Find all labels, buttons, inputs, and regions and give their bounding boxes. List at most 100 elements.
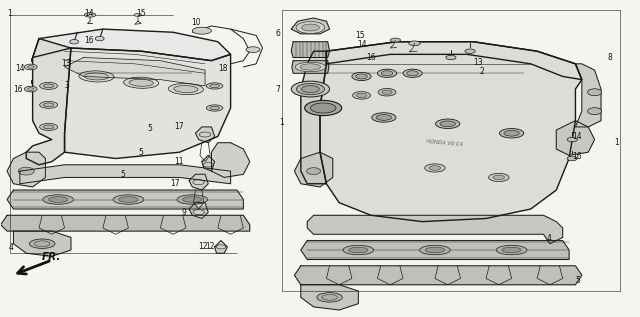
Text: 17: 17: [171, 179, 180, 188]
Ellipse shape: [353, 92, 371, 99]
Ellipse shape: [504, 130, 519, 136]
Polygon shape: [291, 42, 330, 57]
Polygon shape: [556, 121, 595, 155]
Ellipse shape: [206, 105, 223, 111]
Ellipse shape: [425, 164, 445, 172]
Ellipse shape: [295, 62, 326, 72]
Text: 16: 16: [13, 85, 23, 94]
Ellipse shape: [567, 156, 577, 161]
Ellipse shape: [407, 71, 419, 76]
Polygon shape: [202, 155, 214, 171]
Ellipse shape: [301, 24, 319, 31]
Text: 9: 9: [181, 208, 186, 217]
Ellipse shape: [409, 41, 420, 46]
Ellipse shape: [496, 245, 527, 255]
Text: 1: 1: [7, 9, 12, 18]
Ellipse shape: [305, 100, 342, 116]
Ellipse shape: [129, 79, 154, 86]
Text: 4: 4: [547, 235, 552, 243]
Ellipse shape: [44, 84, 54, 88]
Text: 10: 10: [191, 18, 200, 27]
Text: 14: 14: [572, 132, 582, 141]
Polygon shape: [20, 165, 230, 184]
Polygon shape: [195, 127, 214, 143]
Polygon shape: [294, 152, 333, 187]
Ellipse shape: [29, 239, 55, 249]
Polygon shape: [301, 241, 569, 260]
Text: 2: 2: [479, 67, 484, 76]
Text: 14: 14: [357, 40, 367, 49]
Text: FR.: FR.: [42, 252, 61, 262]
Ellipse shape: [310, 103, 336, 113]
Ellipse shape: [40, 101, 58, 108]
Ellipse shape: [84, 73, 109, 80]
Ellipse shape: [372, 113, 396, 122]
Ellipse shape: [356, 93, 367, 98]
Ellipse shape: [426, 247, 445, 253]
Ellipse shape: [317, 293, 342, 302]
Ellipse shape: [307, 168, 321, 175]
Ellipse shape: [349, 247, 368, 253]
Ellipse shape: [493, 175, 504, 180]
Text: 13: 13: [473, 58, 483, 67]
Text: 5: 5: [575, 275, 580, 285]
Ellipse shape: [440, 121, 456, 126]
Ellipse shape: [95, 36, 104, 41]
Ellipse shape: [206, 83, 223, 89]
Ellipse shape: [168, 83, 204, 94]
Ellipse shape: [19, 167, 34, 175]
Ellipse shape: [210, 84, 220, 87]
Ellipse shape: [381, 71, 393, 76]
Text: 7: 7: [276, 85, 280, 94]
Ellipse shape: [28, 87, 34, 90]
Ellipse shape: [192, 27, 211, 34]
Ellipse shape: [296, 22, 324, 34]
Text: HONDA V6 C4: HONDA V6 C4: [426, 139, 463, 147]
Ellipse shape: [70, 40, 79, 44]
Ellipse shape: [40, 82, 58, 89]
Ellipse shape: [499, 128, 524, 138]
Text: 15: 15: [136, 9, 146, 18]
Ellipse shape: [40, 123, 58, 130]
Ellipse shape: [124, 77, 159, 88]
Ellipse shape: [113, 195, 144, 204]
Ellipse shape: [502, 247, 521, 253]
Ellipse shape: [177, 195, 207, 204]
Polygon shape: [301, 285, 358, 310]
Ellipse shape: [246, 47, 260, 52]
Polygon shape: [7, 152, 45, 187]
Ellipse shape: [390, 38, 401, 42]
Ellipse shape: [588, 89, 602, 96]
Ellipse shape: [588, 108, 602, 115]
Polygon shape: [326, 42, 582, 80]
Polygon shape: [301, 51, 326, 184]
Ellipse shape: [465, 49, 475, 53]
Text: 17: 17: [174, 122, 184, 132]
Text: 5: 5: [148, 124, 152, 133]
Ellipse shape: [429, 166, 441, 170]
Ellipse shape: [49, 197, 68, 202]
Polygon shape: [575, 64, 601, 127]
Text: 12: 12: [198, 243, 208, 251]
Text: 1: 1: [614, 138, 618, 147]
Polygon shape: [294, 266, 582, 285]
Polygon shape: [307, 215, 563, 244]
Polygon shape: [65, 48, 230, 158]
Ellipse shape: [352, 72, 371, 81]
Polygon shape: [214, 241, 227, 253]
Polygon shape: [33, 29, 230, 61]
Text: 6: 6: [276, 29, 280, 38]
Polygon shape: [211, 143, 250, 178]
Ellipse shape: [24, 64, 37, 70]
Ellipse shape: [436, 119, 460, 128]
Ellipse shape: [210, 106, 220, 110]
Text: 14: 14: [15, 64, 25, 73]
Polygon shape: [291, 18, 330, 34]
Polygon shape: [292, 61, 329, 73]
Ellipse shape: [182, 197, 202, 202]
Ellipse shape: [43, 195, 74, 204]
Text: 13: 13: [61, 59, 71, 68]
Ellipse shape: [567, 137, 577, 142]
Polygon shape: [189, 174, 208, 190]
Text: 16: 16: [366, 53, 376, 62]
